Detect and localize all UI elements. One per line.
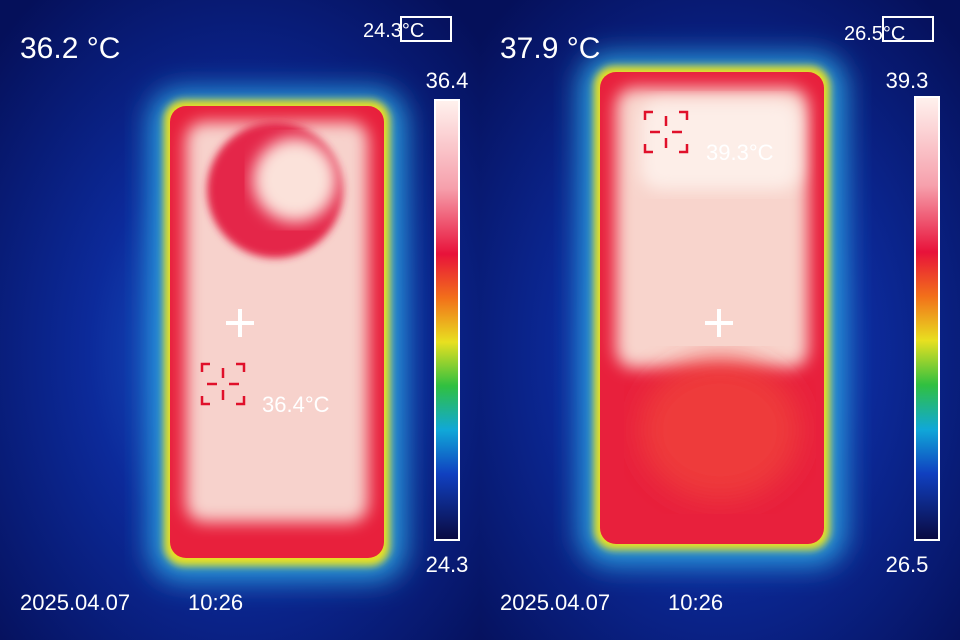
ambient-temp: 26.5°C [844, 23, 905, 45]
color-scale [914, 96, 940, 541]
scale-min: 26.5 [886, 552, 929, 577]
ambient-temp: 24.3°C [363, 20, 424, 42]
date: 2025.04.07 [20, 590, 130, 615]
time: 10:26 [668, 590, 723, 615]
spot-label: 36.4°C [262, 392, 330, 417]
center-crosshair [226, 309, 254, 337]
battery-icon [400, 16, 452, 42]
scale-min: 24.3 [426, 552, 469, 577]
spot-marker [200, 362, 246, 406]
panel-right: 37.9 °C 26.5°C 39.3 26.5 39.3°C 2025.04.… [480, 0, 960, 640]
phone-hottest-area [640, 100, 800, 190]
date: 2025.04.07 [500, 590, 610, 615]
scale-max: 39.3 [886, 68, 929, 93]
panel-left: 36.2 °C 24.3°C 36.4 24.3 36.4°C 2025.04.… [0, 0, 480, 640]
color-scale [434, 99, 460, 541]
center-temp: 37.9 °C [500, 32, 600, 65]
scale-max: 36.4 [426, 68, 469, 93]
battery-icon [882, 16, 934, 42]
spot-label: 39.3°C [706, 140, 774, 165]
center-temp: 36.2 °C [20, 32, 120, 65]
center-crosshair [705, 309, 733, 337]
time: 10:26 [188, 590, 243, 615]
camera-center [253, 138, 337, 222]
battery-heat [640, 360, 800, 500]
spot-marker [643, 110, 689, 154]
